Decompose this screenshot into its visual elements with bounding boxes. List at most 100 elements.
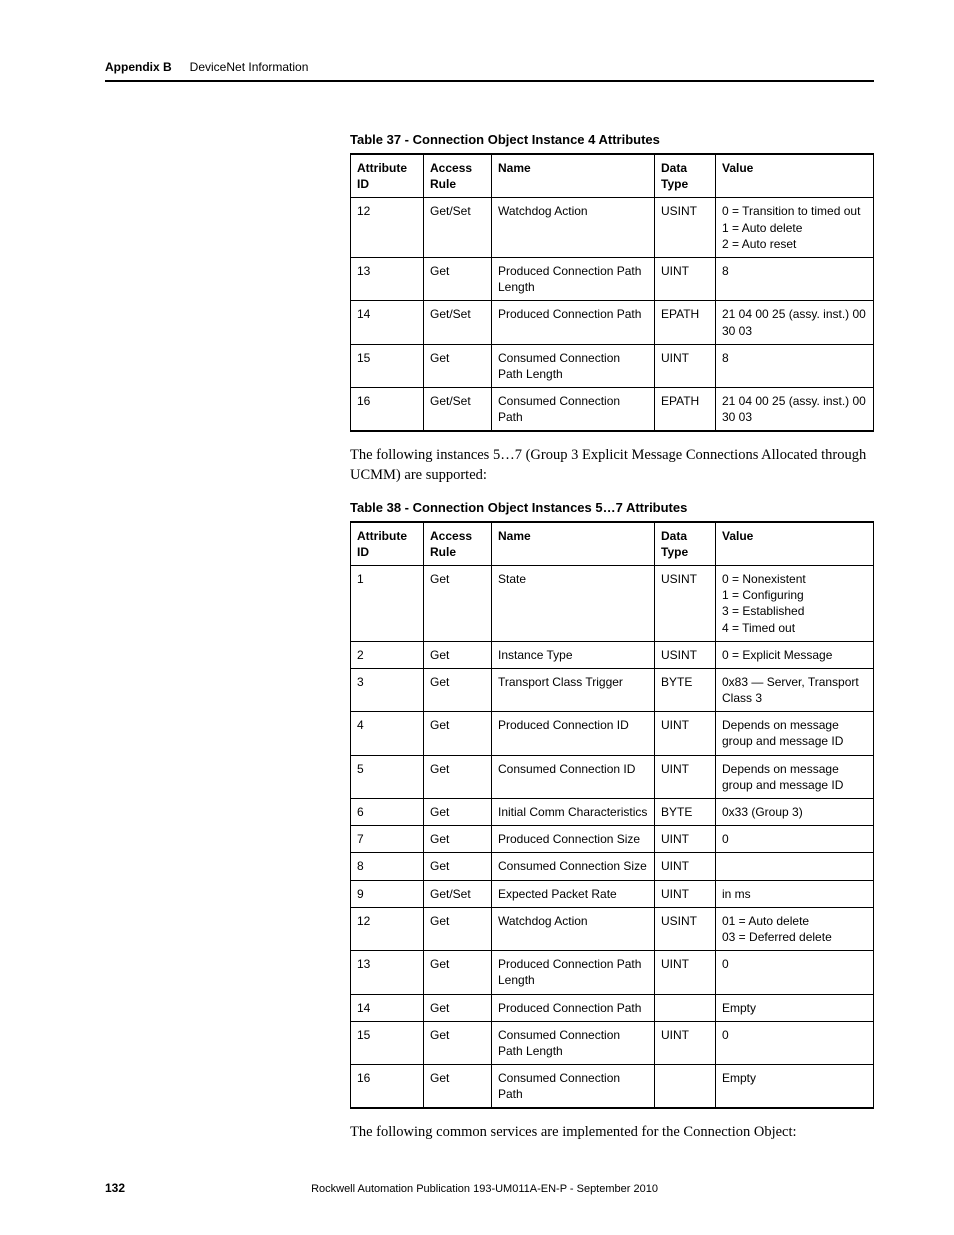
table-row: 15GetConsumed Connection Path LengthUINT…: [351, 1021, 874, 1064]
cell: Consumed Connection ID: [492, 755, 655, 798]
cell: USINT: [655, 907, 716, 950]
cell: 0 = Transition to timed out1 = Auto dele…: [716, 198, 874, 258]
cell: 01 = Auto delete03 = Deferred delete: [716, 907, 874, 950]
cell: 0: [716, 826, 874, 853]
table-38-caption: Table 38 - Connection Object Instances 5…: [350, 500, 874, 515]
table-row: 1GetStateUSINT0 = Nonexistent1 = Configu…: [351, 565, 874, 641]
table-row: 4GetProduced Connection IDUINTDepends on…: [351, 712, 874, 755]
col-header: Access Rule: [424, 522, 492, 566]
cell: Get: [424, 641, 492, 668]
cell: Consumed Connection Size: [492, 853, 655, 880]
cell: Empty: [716, 1065, 874, 1109]
cell: 16: [351, 1065, 424, 1109]
page-footer: 132 Rockwell Automation Publication 193-…: [105, 1181, 874, 1195]
cell: [716, 853, 874, 880]
table-38: Attribute ID Access Rule Name Data Type …: [350, 521, 874, 1110]
cell: Produced Connection Path Length: [492, 951, 655, 994]
table-row: 12GetWatchdog ActionUSINT01 = Auto delet…: [351, 907, 874, 950]
cell: Produced Connection Path Length: [492, 257, 655, 300]
cell: 5: [351, 755, 424, 798]
cell: 13: [351, 951, 424, 994]
table-row: 14GetProduced Connection PathEmpty: [351, 994, 874, 1021]
cell: Transport Class Trigger: [492, 668, 655, 711]
col-header: Access Rule: [424, 154, 492, 198]
cell: 0 = Explicit Message: [716, 641, 874, 668]
col-header: Attribute ID: [351, 522, 424, 566]
cell: 16: [351, 388, 424, 432]
cell: Watchdog Action: [492, 907, 655, 950]
cell: 7: [351, 826, 424, 853]
cell: Get: [424, 799, 492, 826]
cell: Consumed Connection Path: [492, 388, 655, 432]
cell: Get: [424, 344, 492, 387]
cell: UINT: [655, 826, 716, 853]
table-37: Attribute ID Access Rule Name Data Type …: [350, 153, 874, 432]
appendix-label: Appendix B: [105, 60, 172, 74]
table-row: 6GetInitial Comm CharacteristicsBYTE0x33…: [351, 799, 874, 826]
cell: 0: [716, 1021, 874, 1064]
col-header: Name: [492, 154, 655, 198]
cell: Get/Set: [424, 198, 492, 258]
cell: 9: [351, 880, 424, 907]
cell: UINT: [655, 853, 716, 880]
cell: Get: [424, 712, 492, 755]
table-row: 12Get/SetWatchdog ActionUSINT0 = Transit…: [351, 198, 874, 258]
table-header-row: Attribute ID Access Rule Name Data Type …: [351, 522, 874, 566]
cell: 12: [351, 907, 424, 950]
col-header: Value: [716, 522, 874, 566]
cell: EPATH: [655, 301, 716, 344]
col-header: Attribute ID: [351, 154, 424, 198]
table-row: 5GetConsumed Connection IDUINTDepends on…: [351, 755, 874, 798]
cell: 15: [351, 344, 424, 387]
cell: Produced Connection ID: [492, 712, 655, 755]
cell: UINT: [655, 755, 716, 798]
cell: 3: [351, 668, 424, 711]
cell: Get: [424, 994, 492, 1021]
cell: 12: [351, 198, 424, 258]
cell: Consumed Connection Path: [492, 1065, 655, 1109]
cell: BYTE: [655, 668, 716, 711]
table-row: 3GetTransport Class TriggerBYTE0x83 — Se…: [351, 668, 874, 711]
cell: Watchdog Action: [492, 198, 655, 258]
cell: Produced Connection Path: [492, 301, 655, 344]
table-row: 9Get/SetExpected Packet RateUINTin ms: [351, 880, 874, 907]
cell: BYTE: [655, 799, 716, 826]
cell: 13: [351, 257, 424, 300]
cell: USINT: [655, 641, 716, 668]
cell: 14: [351, 301, 424, 344]
cell: Get/Set: [424, 880, 492, 907]
table-row: 16Get/SetConsumed Connection PathEPATH21…: [351, 388, 874, 432]
cell: Get: [424, 1021, 492, 1064]
page-number: 132: [105, 1181, 125, 1195]
table-row: 15GetConsumed Connection Path LengthUINT…: [351, 344, 874, 387]
section-title: DeviceNet Information: [190, 60, 309, 74]
cell: Get: [424, 668, 492, 711]
cell: Get: [424, 1065, 492, 1109]
cell: UINT: [655, 1021, 716, 1064]
cell: 0x83 — Server, Transport Class 3: [716, 668, 874, 711]
paragraph: The following common services are implem…: [350, 1123, 874, 1143]
publication-info: Rockwell Automation Publication 193-UM01…: [125, 1183, 844, 1195]
col-header: Name: [492, 522, 655, 566]
cell: UINT: [655, 712, 716, 755]
cell: UINT: [655, 951, 716, 994]
cell: Get: [424, 853, 492, 880]
cell: Get: [424, 826, 492, 853]
cell: EPATH: [655, 388, 716, 432]
cell: 21 04 00 25 (assy. inst.) 00 30 03: [716, 388, 874, 432]
cell: Expected Packet Rate: [492, 880, 655, 907]
cell: 14: [351, 994, 424, 1021]
cell: 15: [351, 1021, 424, 1064]
cell: 6: [351, 799, 424, 826]
cell: Get: [424, 565, 492, 641]
cell: UINT: [655, 257, 716, 300]
cell: State: [492, 565, 655, 641]
cell: Consumed Connection Path Length: [492, 344, 655, 387]
col-header: Data Type: [655, 522, 716, 566]
cell: 2: [351, 641, 424, 668]
cell: Get/Set: [424, 301, 492, 344]
table-37-caption: Table 37 - Connection Object Instance 4 …: [350, 132, 874, 147]
cell: Get: [424, 907, 492, 950]
cell: 0: [716, 951, 874, 994]
cell: USINT: [655, 198, 716, 258]
